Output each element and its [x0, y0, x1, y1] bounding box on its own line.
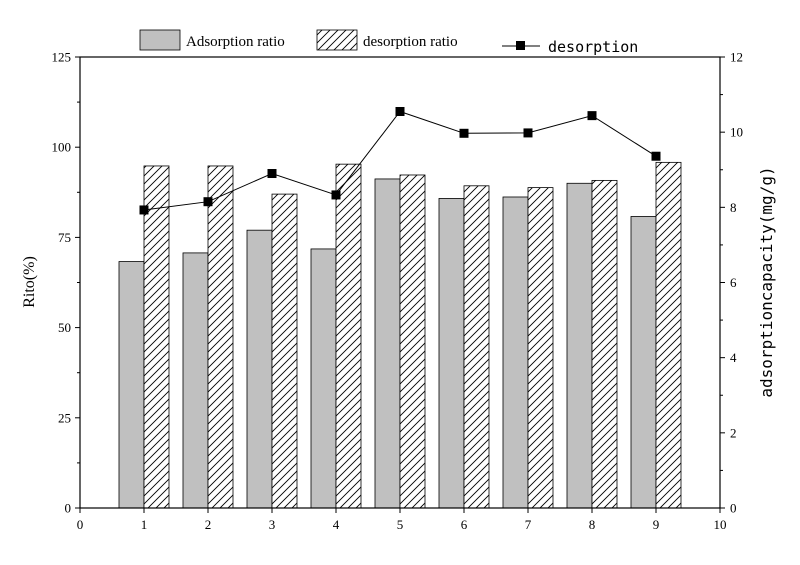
bar-adsorption-ratio-8	[566, 182, 593, 509]
bar-desorption-ratio-1	[143, 165, 170, 509]
legend-marker-desorption	[516, 41, 525, 50]
y2-tick-label-8: 8	[730, 200, 737, 215]
bars-adsorption-ratio	[118, 178, 657, 509]
y-tick-label-75: 75	[58, 230, 71, 245]
y-tick-label-0: 0	[65, 501, 72, 516]
bar-adsorption-ratio-2	[182, 252, 209, 509]
bar-adsorption-ratio-4	[310, 248, 337, 509]
x-tick-label-4: 4	[333, 517, 340, 532]
x-tick-label-5: 5	[397, 517, 404, 532]
bar-adsorption-ratio-7	[502, 196, 529, 509]
bar-desorption-ratio-4	[335, 163, 362, 509]
y2-axis-title: adsorptioncapacity(mg/g)	[757, 166, 776, 397]
x-tick-label-0: 0	[77, 517, 84, 532]
legend: Adsorption ratio desorption ratio desorp…	[139, 29, 638, 56]
bar-adsorption-ratio-9	[630, 216, 657, 509]
x-tick-label-10: 10	[714, 517, 727, 532]
desorption-point-6	[459, 128, 469, 138]
bar-desorption-ratio-7	[527, 187, 554, 509]
bar-adsorption-ratio-6	[438, 198, 465, 509]
legend-label-desorption: desorption	[548, 38, 638, 56]
y-tick-label-100: 100	[52, 140, 72, 155]
bar-desorption-ratio-8	[591, 179, 618, 509]
y2-tick-label-0: 0	[730, 501, 737, 516]
y2-tick-label-4: 4	[730, 350, 737, 365]
bar-desorption-ratio-6	[463, 185, 490, 509]
y-axis-title: Rito(%)	[21, 256, 38, 308]
bar-desorption-ratio-9	[655, 161, 682, 509]
bar-desorption-ratio-5	[399, 174, 426, 509]
y2-tick-label-12: 12	[730, 50, 743, 65]
x-tick-label-1: 1	[141, 517, 148, 532]
desorption-point-8	[587, 111, 597, 121]
desorption-point-7	[523, 128, 533, 138]
bar-desorption-ratio-2	[207, 165, 234, 509]
legend-swatch-desorption-ratio	[316, 29, 358, 51]
x-tick-label-7: 7	[525, 517, 532, 532]
legend-label-desorption-ratio: desorption ratio	[363, 34, 458, 50]
y-axis-left: 0 25 50 75 100 125	[52, 50, 80, 516]
x-axis: 0 1 2 3 4 5 6 7 8 9 10	[77, 508, 727, 532]
desorption-point-2	[203, 197, 213, 207]
y2-tick-label-6: 6	[730, 275, 737, 290]
bar-desorption-ratio-3	[271, 193, 298, 509]
x-tick-label-2: 2	[205, 517, 212, 532]
desorption-point-1	[139, 205, 149, 215]
y-axis-right: 0 2 4 6 8 10 12	[720, 50, 743, 516]
x-tick-label-3: 3	[269, 517, 276, 532]
y-tick-label-25: 25	[58, 410, 71, 425]
desorption-point-4	[331, 190, 341, 200]
y-tick-label-125: 125	[52, 50, 72, 65]
desorption-line-series	[139, 106, 661, 215]
legend-label-adsorption-ratio: Adsorption ratio	[186, 34, 285, 50]
bar-adsorption-ratio-3	[246, 229, 273, 509]
desorption-point-5	[395, 106, 405, 116]
bars-desorption-ratio	[143, 161, 682, 509]
legend-swatch-adsorption-ratio	[139, 29, 181, 51]
desorption-point-3	[267, 169, 277, 179]
bar-adsorption-ratio-1	[118, 261, 145, 509]
desorption-point-9	[651, 151, 661, 161]
x-tick-label-6: 6	[461, 517, 468, 532]
y2-tick-label-2: 2	[730, 425, 737, 440]
x-tick-label-9: 9	[653, 517, 660, 532]
y-tick-label-50: 50	[58, 320, 71, 335]
bar-adsorption-ratio-5	[374, 178, 401, 509]
x-tick-label-8: 8	[589, 517, 596, 532]
y2-tick-label-10: 10	[730, 125, 743, 140]
